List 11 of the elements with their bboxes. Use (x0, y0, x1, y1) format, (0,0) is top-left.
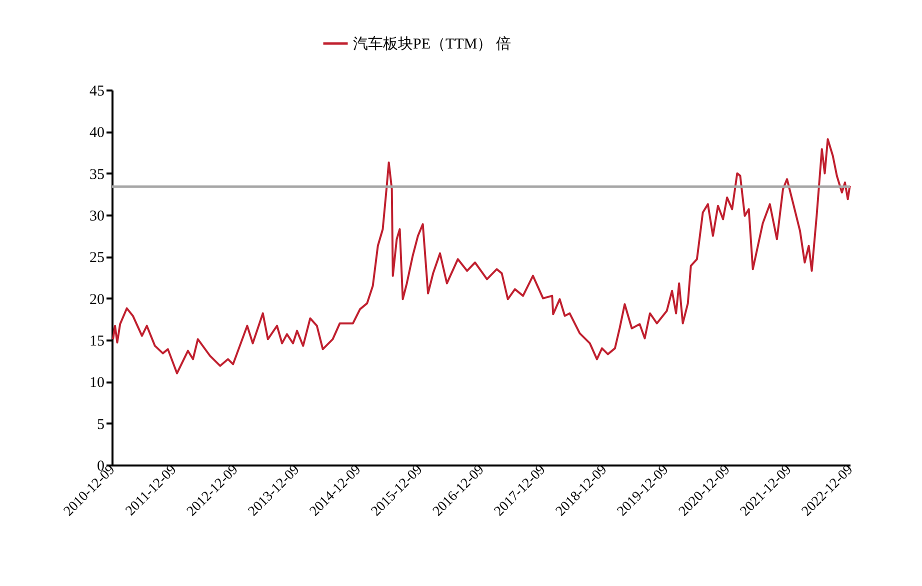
y-tick-label: 15 (90, 334, 104, 350)
legend-label: 汽车板块PE（TTM） 倍 (353, 36, 511, 52)
y-tick-label: 20 (90, 292, 104, 308)
y-tick-label: 35 (90, 166, 104, 183)
y-tick-label: 25 (90, 250, 104, 266)
y-tick-label: 10 (90, 375, 104, 392)
y-tick-label: 40 (90, 125, 104, 142)
line-series (112, 138, 851, 374)
y-tick-label: 5 (97, 416, 104, 433)
y-tick-label: 45 (90, 84, 104, 100)
y-tick-label: 30 (90, 208, 104, 224)
